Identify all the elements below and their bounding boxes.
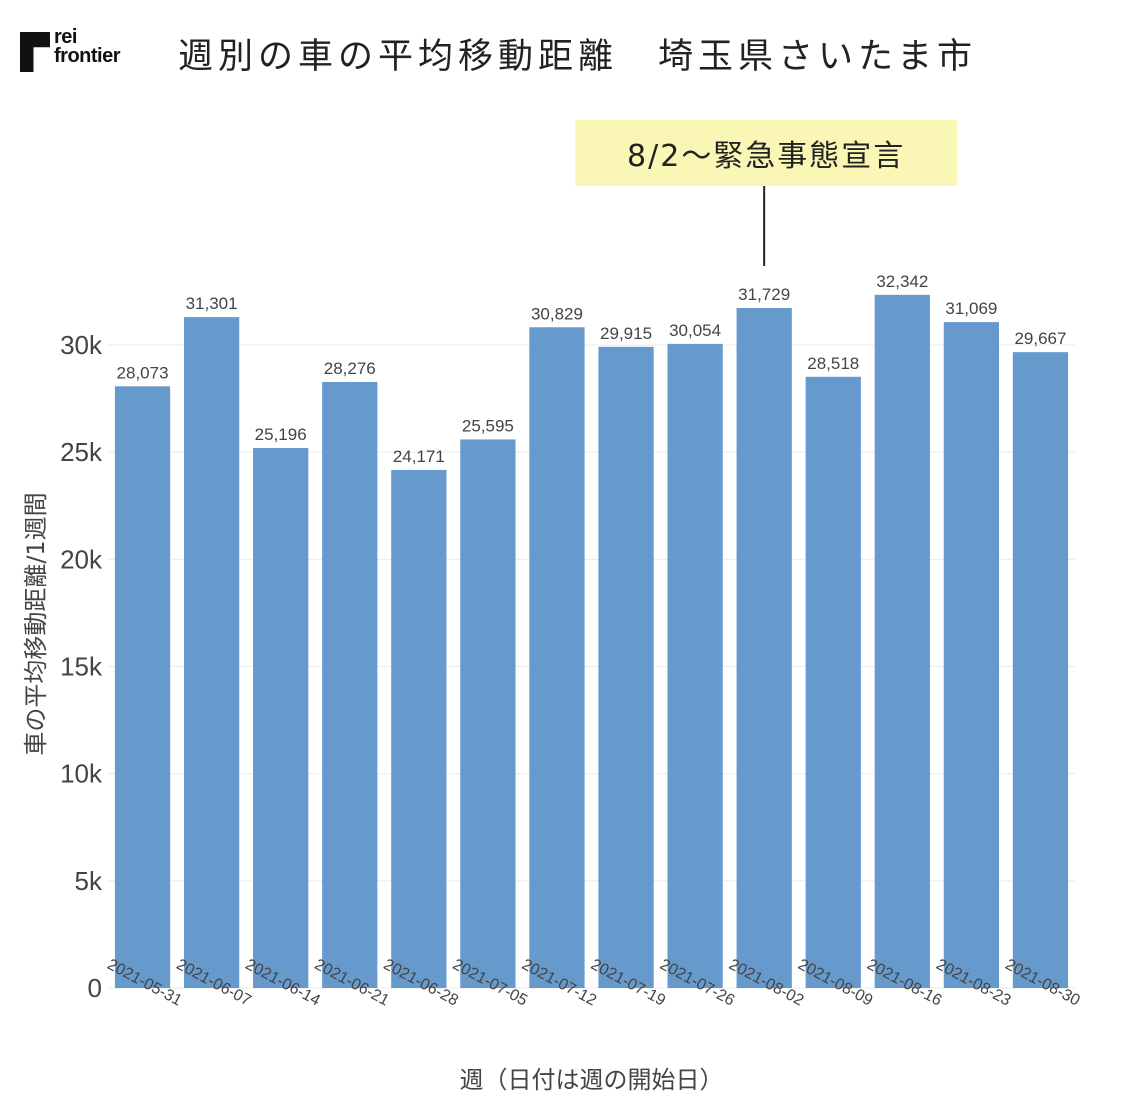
data-label: 25,196 <box>255 425 307 444</box>
bar <box>667 343 723 989</box>
data-label: 29,915 <box>600 324 652 343</box>
bar <box>529 327 585 988</box>
data-label: 31,301 <box>186 294 238 313</box>
data-label: 28,276 <box>324 359 376 378</box>
y-tick-label: 15k <box>60 652 103 682</box>
y-tick-label: 25k <box>60 437 103 467</box>
logo-text: rei frontier <box>54 26 121 67</box>
data-label: 29,667 <box>1014 329 1066 348</box>
data-label: 28,073 <box>117 363 169 382</box>
y-tick-label: 5k <box>75 866 103 896</box>
data-label: 31,069 <box>945 299 997 318</box>
data-label: 25,595 <box>462 416 514 435</box>
bar <box>805 376 861 988</box>
rei-frontier-logo: rei frontier <box>20 26 140 76</box>
bar <box>114 386 171 988</box>
x-axis-title: 週（日付は週の開始日） <box>460 1066 724 1094</box>
bar <box>391 469 447 988</box>
bar <box>1012 352 1069 989</box>
chart-title: 週別の車の平均移動距離 埼玉県さいたま市 <box>178 37 977 77</box>
y-tick-label: 10k <box>60 759 103 789</box>
logo-line1: rei <box>54 26 77 48</box>
bar <box>943 322 1000 989</box>
annotation-text: 8/2～緊急事態宣言 <box>627 139 905 174</box>
annotation-box <box>575 120 958 186</box>
bar <box>736 307 792 988</box>
y-tick-label: 20k <box>60 544 103 574</box>
bar <box>253 447 309 989</box>
bar <box>460 439 516 989</box>
data-label: 24,171 <box>393 447 445 466</box>
bar <box>183 317 240 988</box>
y-tick-label: 0 <box>88 973 102 1003</box>
data-label: 30,829 <box>531 304 583 323</box>
data-label: 30,054 <box>669 321 721 340</box>
bar <box>322 381 378 988</box>
y-tick-label: 30k <box>60 330 103 360</box>
bar <box>874 294 930 988</box>
bar <box>598 346 654 989</box>
logo-line2: frontier <box>54 45 121 67</box>
data-label: 32,342 <box>876 272 928 291</box>
y-axis-title: 車の平均移動距離/1週間 <box>22 492 50 755</box>
data-label: 31,729 <box>738 285 790 304</box>
data-label: 28,518 <box>807 354 859 373</box>
